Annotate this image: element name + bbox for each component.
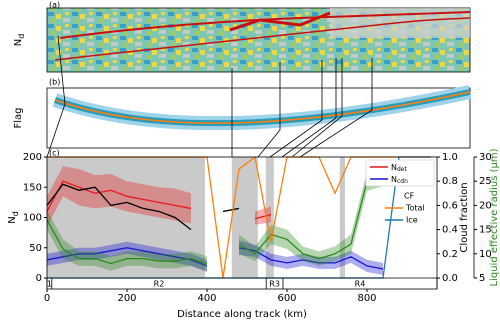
uncertainty-band: [47, 166, 271, 227]
x-tick-label: 0: [44, 293, 50, 304]
y2-tick-label: 0.0: [442, 273, 458, 284]
legend-label-sub: det: [397, 166, 408, 173]
connectors: [46, 35, 373, 158]
y2-axis-label: Cloud fraction: [459, 182, 470, 252]
uncertainty-band: [47, 166, 383, 271]
region-label: R4: [355, 280, 366, 289]
y-axis-label: Flag: [13, 107, 24, 128]
legend-label: Ncdn: [391, 175, 408, 185]
x-axis-label: Distance along track (km): [177, 309, 307, 320]
swath-streak: [54, 17, 471, 61]
panel-label: (b): [49, 78, 60, 87]
flag-region: [265, 157, 274, 278]
y2-tick-label: 0.2: [442, 249, 458, 260]
flag-region: [339, 157, 345, 278]
swath-streak: [59, 11, 471, 39]
y3-tick-label: 20: [479, 200, 492, 211]
y-axis-label-main: N: [7, 216, 18, 223]
y3-axis-label: Liquid effective radius (μm): [489, 148, 500, 286]
y-axis-label-sub: d: [11, 211, 20, 216]
y-tick-label: 200: [23, 152, 42, 163]
legend-label-sub: cdn: [397, 178, 408, 185]
legend-label: Ice: [406, 216, 418, 225]
y-axis-label: Nd: [7, 211, 20, 224]
flag-track: [54, 91, 471, 124]
y2-tick-label: 0.8: [442, 176, 458, 187]
y-tick-label: 100: [23, 213, 42, 224]
series-line: [46, 175, 384, 265]
flag-region: [231, 157, 258, 278]
y2-tick-label: 1.0: [442, 152, 458, 163]
x-tick-label: 400: [197, 293, 216, 304]
plot-frame: [46, 156, 438, 290]
region-label: R3: [269, 280, 280, 289]
panel-b: (b) Flag: [13, 78, 472, 149]
legend-label: Ndet: [391, 163, 407, 173]
legend-box: [365, 159, 435, 187]
y2-tick-label: 0.4: [442, 225, 458, 236]
legend-title: CF: [404, 192, 415, 201]
series-line: [46, 180, 272, 220]
legend-label: Total: [405, 204, 425, 213]
y3-tick-label: 5: [479, 273, 485, 284]
y-tick-label: 0: [36, 273, 42, 284]
y3-tick-label: 15: [479, 225, 492, 236]
panel-a: (a) Nd: [13, 1, 471, 73]
legend-label-main: N: [391, 163, 397, 172]
panel-label: (c): [49, 149, 60, 158]
region-label: 1: [47, 280, 52, 289]
x-tick-label: 200: [117, 293, 136, 304]
y3-tick-label: 30: [479, 152, 492, 163]
x-tick-label: 600: [277, 293, 296, 304]
panel-label: (a): [49, 1, 60, 10]
y-tick-label: 50: [29, 243, 42, 254]
legend-label-main: N: [391, 175, 397, 184]
swath-streak: [229, 11, 331, 32]
series-line: [46, 183, 240, 231]
y3-tick-label: 25: [479, 176, 492, 187]
y-axis-label: Nd: [13, 34, 26, 47]
y3-tick-label: 10: [479, 249, 492, 260]
y-tick-label: 150: [23, 182, 42, 193]
y2-tick-label: 0.6: [442, 200, 458, 211]
x-tick-label: 800: [357, 293, 376, 304]
region-label: R2: [154, 280, 165, 289]
